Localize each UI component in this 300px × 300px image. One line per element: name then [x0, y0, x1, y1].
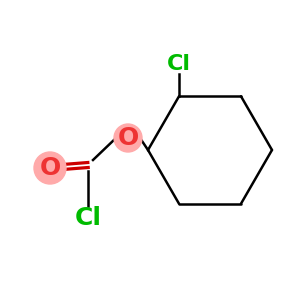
- Text: Cl: Cl: [167, 54, 191, 74]
- Text: O: O: [39, 156, 61, 180]
- Circle shape: [34, 152, 66, 184]
- Circle shape: [114, 124, 142, 152]
- Text: O: O: [117, 126, 139, 150]
- Text: Cl: Cl: [74, 206, 101, 230]
